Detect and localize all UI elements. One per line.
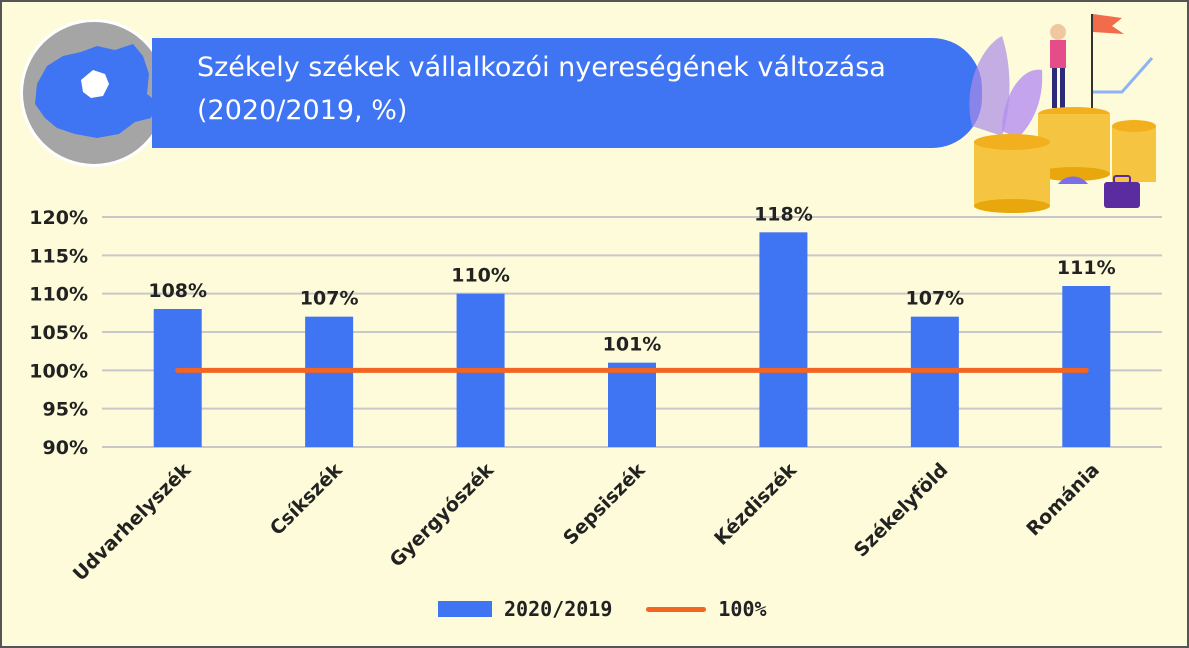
x-axis-ticks: Udvarhelyszék Csíkszék Gyergyószék Sepsiszé… [69, 459, 1104, 586]
data-labels: 108% 107% 110% 101% 118% 107% 111% [148, 203, 1115, 355]
y-tick-label: 105% [29, 322, 88, 344]
business-growth-illustration [969, 14, 1156, 213]
bar-data-label: 107% [300, 288, 359, 310]
bar [910, 316, 959, 447]
legend-swatch-line [646, 606, 707, 612]
x-tick-label: Sepsiszék [559, 459, 650, 550]
legend: 2020/2019 100% [438, 594, 767, 624]
x-tick-label: Gyergyószék [386, 459, 499, 572]
chart-title: Székely székek vállalkozói nyereségének … [197, 46, 957, 132]
bar [1062, 286, 1111, 447]
bar [153, 309, 202, 447]
y-tick-label: 115% [29, 245, 88, 267]
y-axis-ticks: 90% 95% 100% 105% 110% 115% 120% [29, 207, 88, 459]
legend-swatch-bars [438, 601, 492, 617]
chart-title-line-1: Székely székek vállalkozói nyereségének … [197, 52, 886, 83]
legend-label-bars: 2020/2019 [504, 597, 613, 621]
bar-data-label: 111% [1057, 257, 1116, 279]
x-tick-label: Csíkszék [266, 459, 347, 540]
chart-title-line-2: (2020/2019, %) [197, 95, 408, 126]
romania-map-shape [35, 44, 157, 138]
romania-map-icon [20, 19, 168, 167]
y-tick-label: 100% [29, 360, 88, 382]
bar [608, 362, 656, 447]
y-tick-label: 90% [43, 437, 88, 459]
y-tick-label: 120% [29, 207, 88, 229]
x-tick-label: Románia [1022, 459, 1103, 540]
title-banner [152, 38, 982, 148]
y-tick-label: 95% [43, 399, 88, 421]
bar [759, 232, 808, 447]
y-tick-label: 110% [29, 284, 88, 306]
bar-data-label: 118% [754, 203, 813, 225]
legend-label-line: 100% [718, 597, 767, 621]
bar-data-label: 101% [603, 334, 662, 356]
bar-data-label: 107% [906, 288, 965, 310]
x-tick-label: Székelyföld [850, 459, 953, 562]
bar-data-label: 110% [451, 265, 510, 287]
x-tick-label: Kézdiszék [710, 459, 801, 550]
x-tick-label: Udvarhelyszék [69, 459, 196, 586]
bar-data-label: 108% [148, 280, 207, 302]
bar [305, 316, 354, 447]
